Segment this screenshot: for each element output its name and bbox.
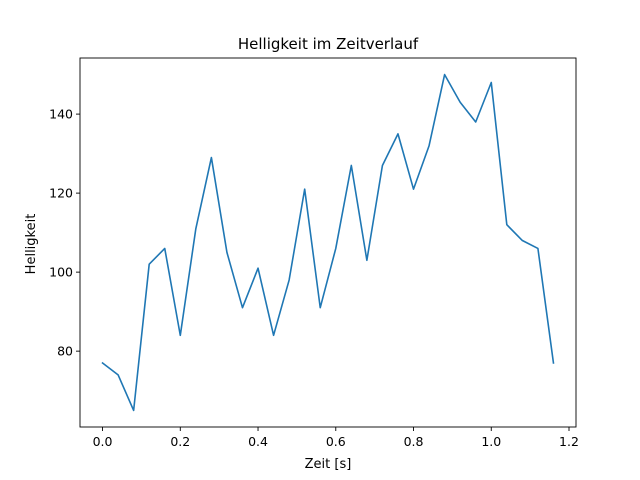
x-tick-label: 0.2 — [170, 434, 190, 449]
x-tick-label: 0.0 — [93, 434, 113, 449]
y-tick-label: 120 — [49, 186, 73, 201]
y-tick-label: 100 — [49, 265, 73, 280]
axes-frame — [79, 57, 577, 428]
x-tick-label: 1.2 — [559, 434, 579, 449]
x-axis-label: Zeit [s] — [305, 457, 352, 472]
y-tick-label: 80 — [57, 344, 73, 359]
y-tick-label: 140 — [49, 107, 73, 122]
chart-title: Helligkeit im Zeitverlauf — [238, 35, 419, 53]
x-tick-label: 0.4 — [248, 434, 268, 449]
x-tick-label: 1.0 — [481, 434, 501, 449]
y-axis-label: Helligkeit — [24, 214, 39, 275]
x-tick-label: 0.8 — [404, 434, 424, 449]
series-line-0 — [101, 73, 555, 412]
plot-area: 0.0 0.2 0.4 0.6 0.8 1.0 1.2 80 100 120 140 — [49, 57, 579, 449]
x-tick-label: 0.6 — [326, 434, 346, 449]
